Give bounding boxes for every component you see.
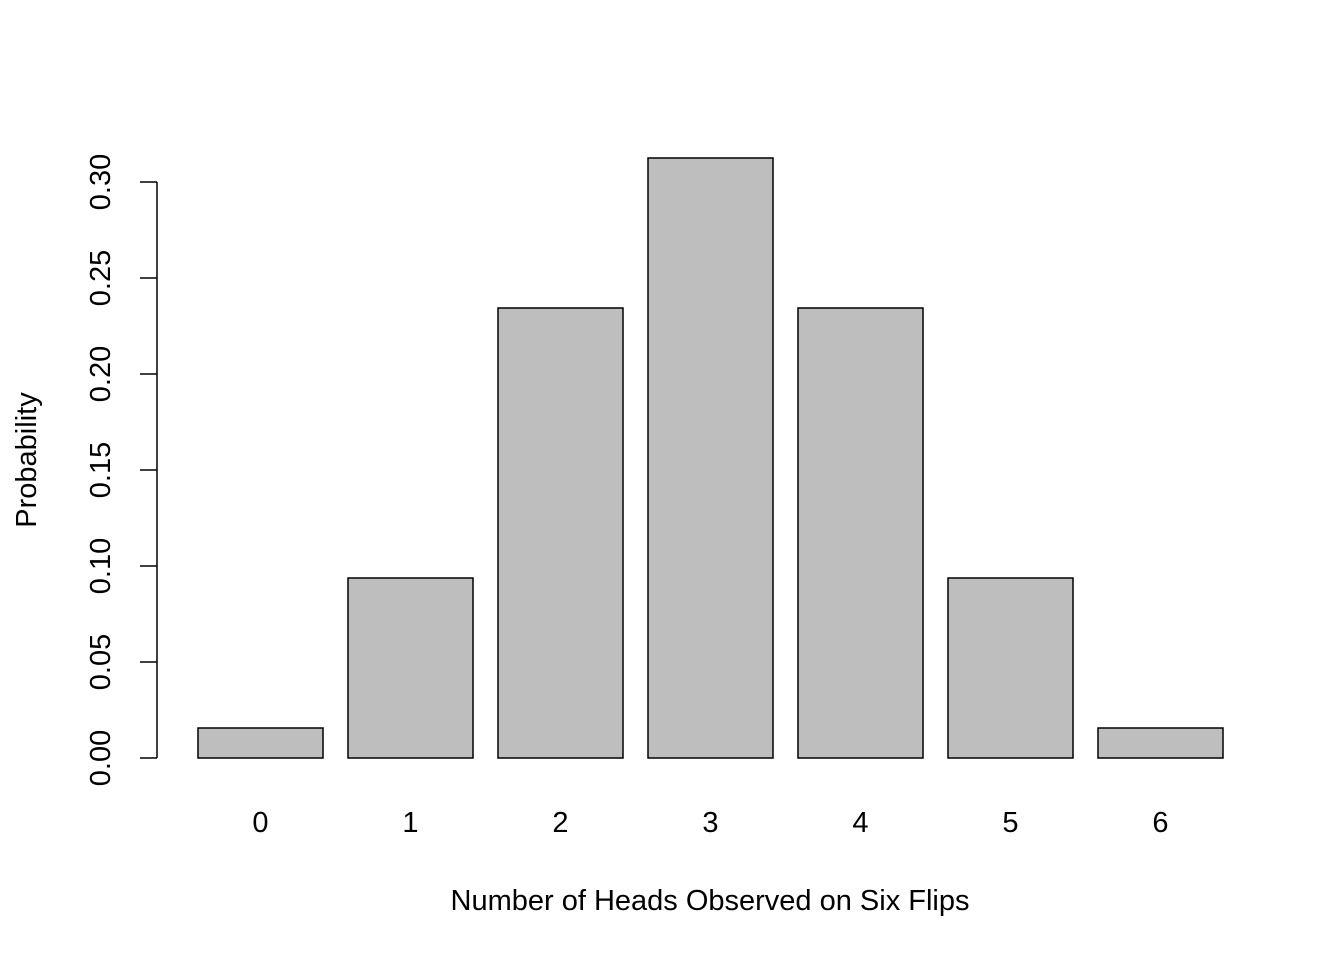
y-axis-label: Probability: [11, 392, 43, 528]
x-axis-label: Number of Heads Observed on Six Flips: [451, 885, 970, 917]
bar-2: [497, 307, 624, 759]
bar-1: [347, 577, 474, 759]
bar-5: [947, 577, 1074, 759]
bars: [197, 157, 1224, 759]
y-tick-label: 0.05: [85, 634, 117, 690]
x-tick-label: 4: [852, 807, 868, 839]
y-tick-label: 0.30: [85, 154, 117, 210]
bar-6: [1097, 727, 1224, 759]
x-tick-label: 3: [702, 807, 718, 839]
x-tick-label: 6: [1152, 807, 1168, 839]
y-tick-label: 0.25: [85, 250, 117, 306]
x-tick-label: 2: [552, 807, 568, 839]
bar-3: [647, 157, 774, 759]
x-tick-label: 0: [252, 807, 268, 839]
bar-0: [197, 727, 324, 759]
y-tick-label: 0.10: [85, 538, 117, 594]
y-tick-label: 0.15: [85, 442, 117, 498]
y-axis: 0.00 0.05 0.10 0.15 0.20 0.25 0.30: [85, 154, 158, 786]
x-tick-labels: 0 1 2 3 4 5 6: [252, 807, 1168, 839]
bar-4: [797, 307, 924, 759]
y-tick-label: 0.20: [85, 346, 117, 402]
y-tick-label: 0.00: [85, 730, 117, 786]
x-tick-label: 5: [1002, 807, 1018, 839]
x-tick-label: 1: [402, 807, 418, 839]
